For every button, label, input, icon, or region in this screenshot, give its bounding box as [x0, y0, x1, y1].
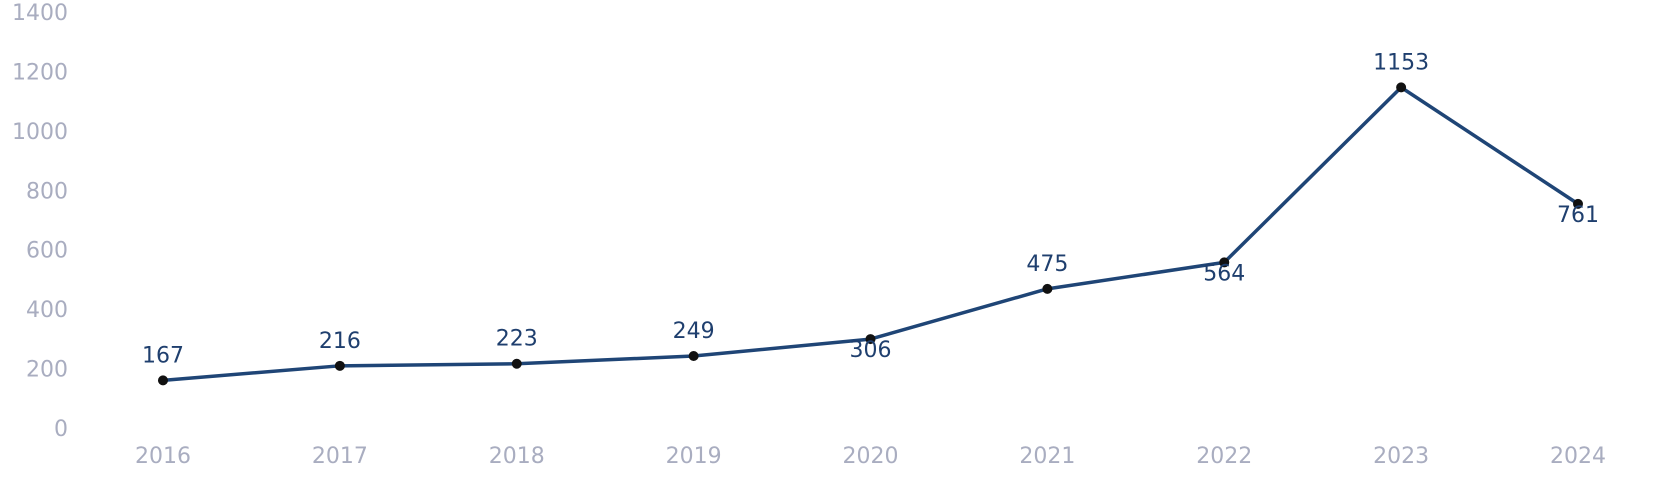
value-label: 306 [850, 338, 892, 363]
marker [688, 351, 699, 362]
value-label: 761 [1557, 203, 1599, 228]
marker [511, 358, 522, 369]
value-label: 249 [673, 319, 715, 344]
value-label: 167 [142, 343, 184, 368]
x-tick-label: 2023 [1373, 444, 1429, 469]
value-label: 475 [1026, 252, 1068, 277]
marker [334, 360, 345, 371]
marker [865, 334, 876, 345]
y-tick-label: 600 [26, 239, 68, 264]
x-tick-label: 2016 [135, 444, 191, 469]
marker [1573, 198, 1583, 209]
x-tick-label: 2020 [843, 444, 899, 469]
marker [1042, 283, 1053, 294]
y-tick-label: 800 [26, 179, 68, 204]
y-tick-label: 200 [26, 358, 68, 383]
y-tick-label: 0 [54, 417, 68, 442]
x-tick-label: 2022 [1196, 444, 1252, 469]
y-tick-label: 1200 [12, 60, 68, 85]
y-tick-label: 400 [26, 298, 68, 323]
y-tick-label: 1000 [12, 120, 68, 145]
y-tick-label: 1400 [12, 1, 68, 26]
x-tick-label: 2024 [1550, 444, 1606, 469]
value-label: 223 [496, 327, 538, 352]
marker [1396, 82, 1407, 93]
marker [1219, 257, 1230, 268]
value-label: 564 [1203, 261, 1245, 286]
marker [158, 375, 168, 386]
x-tick-label: 2017 [312, 444, 368, 469]
x-tick-label: 2019 [666, 444, 722, 469]
x-tick-label: 2021 [1019, 444, 1075, 469]
value-label: 216 [319, 329, 361, 354]
x-tick-label: 2018 [489, 444, 545, 469]
value-label: 1153 [1373, 50, 1429, 75]
